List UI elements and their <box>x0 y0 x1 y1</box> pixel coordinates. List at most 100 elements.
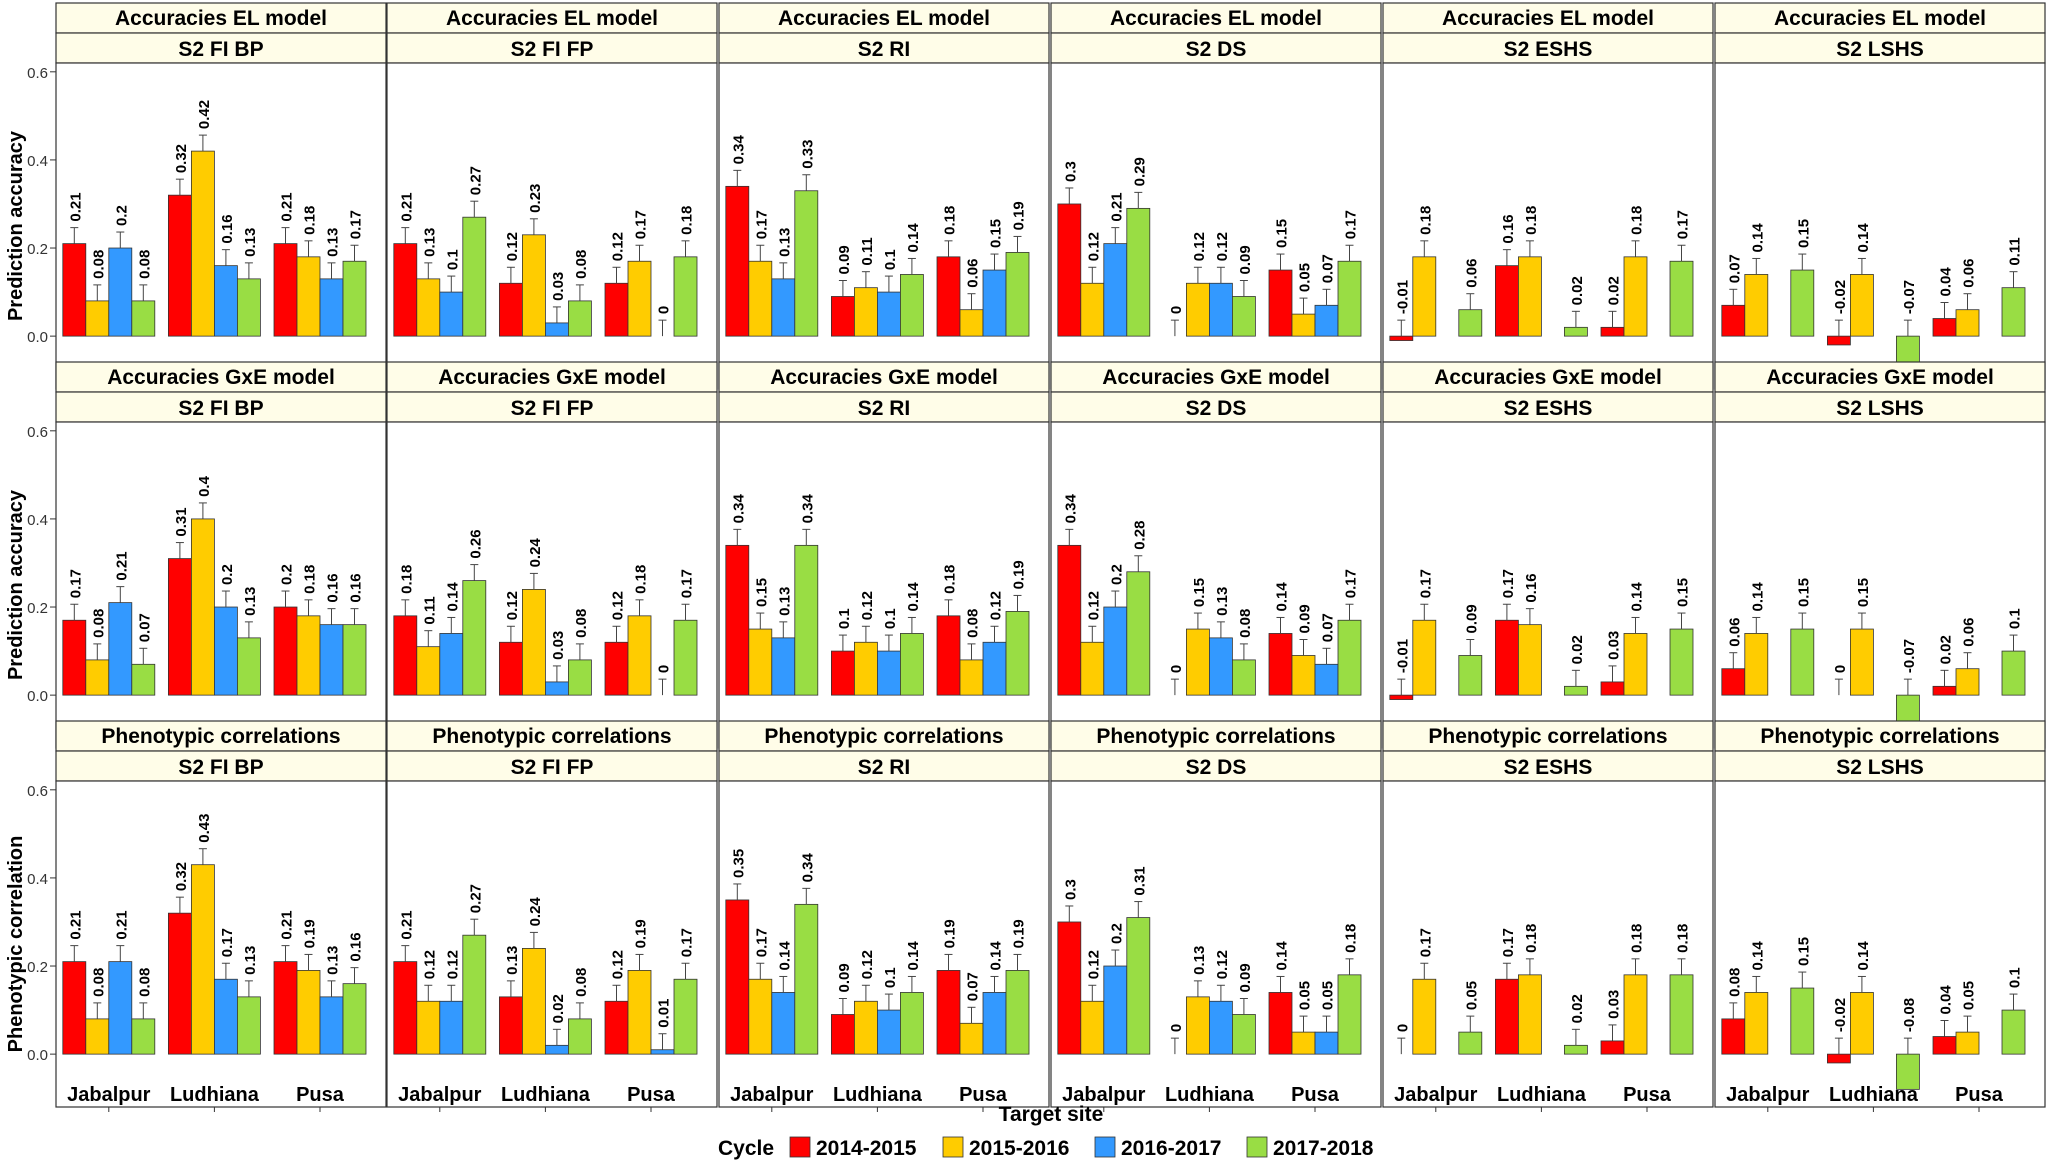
data-label: 0.2 <box>279 564 296 585</box>
bar <box>1669 974 1694 1055</box>
bar <box>794 190 819 337</box>
y-tick-label: 0.4 <box>27 871 48 888</box>
bar <box>1412 256 1437 337</box>
plot-area <box>1050 780 1382 1108</box>
data-label: 0.12 <box>1214 950 1231 979</box>
data-label: 0.18 <box>1523 924 1540 953</box>
data-label: 0.04 <box>1938 985 1955 1015</box>
data-label: 0.18 <box>398 565 415 594</box>
strip-top <box>55 2 387 34</box>
bar <box>1057 544 1082 696</box>
data-label: 0.12 <box>1085 591 1102 620</box>
strip-title: Accuracies EL model <box>778 7 990 30</box>
data-label: 0.12 <box>1214 232 1231 261</box>
data-label: 0.12 <box>1085 232 1102 261</box>
plot-area <box>1050 421 1382 749</box>
bar <box>62 961 87 1055</box>
bar <box>62 619 87 696</box>
bar <box>1518 256 1542 337</box>
data-label: 0.19 <box>302 919 319 948</box>
bar <box>1790 628 1815 696</box>
strip-trait <box>1382 391 1714 423</box>
plot-area <box>1382 421 1714 749</box>
data-label: 0.02 <box>1569 994 1586 1023</box>
data-label: 0.32 <box>173 862 190 891</box>
data-label: 0.18 <box>1523 206 1540 235</box>
facet-panel: Phenotypic correlations S2 FI FP 0.21 0.12 0… <box>386 720 718 1112</box>
data-label: 0.08 <box>136 968 153 997</box>
bar <box>604 282 629 337</box>
bar <box>1458 655 1483 696</box>
data-label: 0.14 <box>1274 582 1291 612</box>
data-label: 0.02 <box>1569 635 1586 664</box>
bar <box>1389 335 1414 341</box>
data-label: 0.13 <box>242 946 259 975</box>
data-label: 0.18 <box>302 206 319 235</box>
bar <box>1850 274 1874 337</box>
data-label: 0.17 <box>1343 569 1360 598</box>
data-label: 0.32 <box>173 144 190 173</box>
data-label: 0.12 <box>859 591 876 620</box>
bar <box>273 961 298 1055</box>
bar <box>439 291 464 337</box>
bar <box>771 278 796 337</box>
strip-title: Phenotypic correlations <box>764 725 1003 748</box>
bar <box>725 185 750 337</box>
bar <box>545 1044 569 1055</box>
data-label: 0.17 <box>1417 928 1434 957</box>
bar <box>190 864 215 1055</box>
bar <box>1268 269 1293 337</box>
strip-title: Accuracies GxE model <box>107 366 335 389</box>
strip-top <box>718 361 1050 393</box>
bar <box>1827 335 1851 346</box>
data-label: 0.18 <box>1629 924 1646 953</box>
data-label: 0.21 <box>1108 192 1125 221</box>
bar <box>1564 685 1588 696</box>
data-label: 0.08 <box>1726 968 1743 997</box>
data-label: 0.12 <box>421 950 438 979</box>
data-label: 0.16 <box>325 573 342 602</box>
data-label: 0.02 <box>1606 276 1623 305</box>
bar <box>1314 663 1339 696</box>
data-label: 0.08 <box>1237 609 1254 638</box>
strip-title: Accuracies GxE model <box>1102 366 1330 389</box>
data-label: 0.14 <box>905 223 922 253</box>
bar <box>1721 304 1746 337</box>
data-label: 0.07 <box>1320 613 1337 642</box>
bar <box>1209 1000 1233 1055</box>
data-label: 0.14 <box>1855 941 1872 971</box>
trait-title: S2 LSHS <box>1836 756 1924 779</box>
bar <box>1209 282 1233 337</box>
bar <box>1337 260 1362 337</box>
data-label: 0.12 <box>859 950 876 979</box>
x-axis-title: Target site <box>999 1103 1104 1126</box>
bar <box>854 1000 878 1055</box>
bar <box>1932 318 1957 337</box>
data-label: 0.05 <box>1320 981 1337 1010</box>
bar <box>900 633 924 696</box>
facet-panel: Accuracies EL model S2 RI 0.34 0.17 0.13 0.33… <box>718 2 1050 390</box>
data-label: 0.21 <box>398 192 415 221</box>
data-label: 0.12 <box>504 591 521 620</box>
bar <box>1005 970 1030 1055</box>
data-label: 0.12 <box>504 232 521 261</box>
strip-trait <box>386 750 718 782</box>
bar <box>498 282 523 337</box>
data-label: 0.17 <box>753 210 770 239</box>
data-label: 0.12 <box>610 232 627 261</box>
data-label: 0.18 <box>942 565 959 594</box>
data-label: 0 <box>656 306 673 314</box>
bar <box>1495 265 1519 337</box>
data-label: 0.14 <box>1749 223 1766 253</box>
data-label: 0.19 <box>1011 919 1028 948</box>
trait-title: S2 ESHS <box>1504 38 1593 61</box>
bar <box>1232 659 1256 696</box>
plot-area <box>1382 62 1714 390</box>
facet-panel: Phenotypic correlations S2 LSHS 0.08 0.14 0.… <box>1714 720 2046 1112</box>
strip-top <box>386 720 718 752</box>
strip-title: Phenotypic correlations <box>1428 725 1667 748</box>
y-tick-label: 0.6 <box>27 65 48 82</box>
data-label: 0.14 <box>776 941 793 971</box>
bar <box>131 663 156 696</box>
data-label: 0.1 <box>882 608 899 629</box>
